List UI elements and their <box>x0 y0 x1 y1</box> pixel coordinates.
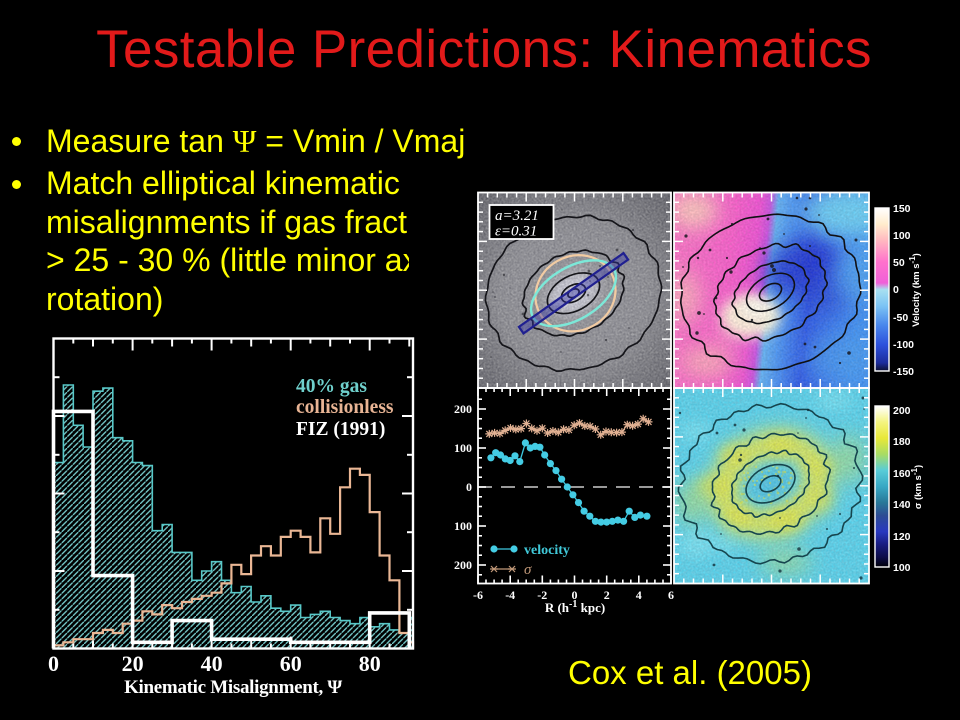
svg-text:0: 0 <box>893 284 899 296</box>
svg-text:150: 150 <box>893 203 911 215</box>
svg-text:ε=0.31: ε=0.31 <box>495 224 537 240</box>
svg-text:100: 100 <box>893 230 911 242</box>
svg-text:4: 4 <box>636 588 642 602</box>
svg-text:Kinematic Misalignment, Ψ: Kinematic Misalignment, Ψ <box>124 677 342 698</box>
svg-text:0: 0 <box>466 480 472 494</box>
svg-text:-2: -2 <box>537 588 547 602</box>
svg-text:200: 200 <box>454 558 472 572</box>
svg-text:100: 100 <box>454 519 472 533</box>
svg-text:6: 6 <box>668 588 674 602</box>
svg-text:0: 0 <box>572 588 578 602</box>
svg-text:60: 60 <box>280 651 302 676</box>
svg-text:140: 140 <box>893 499 911 511</box>
svg-text:2: 2 <box>604 588 610 602</box>
svg-text:σ: σ <box>524 562 532 578</box>
svg-text:200: 200 <box>454 402 472 416</box>
svg-text:20: 20 <box>122 651 144 676</box>
svg-text:200: 200 <box>893 405 911 417</box>
svg-text:-4: -4 <box>505 588 515 602</box>
svg-text:R (h-1 kpc): R (h-1 kpc) <box>545 599 605 616</box>
svg-text:0: 0 <box>48 651 59 676</box>
svg-text:σ (km s-1): σ (km s-1) <box>910 465 925 509</box>
svg-text:40: 40 <box>201 651 223 676</box>
svg-text:180: 180 <box>893 436 911 448</box>
svg-text:velocity: velocity <box>524 543 570 558</box>
svg-text:50: 50 <box>893 257 905 269</box>
svg-text:FIZ (1991): FIZ (1991) <box>296 419 385 440</box>
svg-text:a=3.21: a=3.21 <box>495 208 539 224</box>
svg-text:-150: -150 <box>893 366 914 378</box>
svg-text:-100: -100 <box>893 339 914 351</box>
svg-text:120: 120 <box>893 531 911 543</box>
svg-text:100: 100 <box>893 562 911 574</box>
svg-text:160: 160 <box>893 468 911 480</box>
svg-text:Velocity (km s-1): Velocity (km s-1) <box>908 253 923 327</box>
svg-text:80: 80 <box>359 651 381 676</box>
svg-text:collisionless: collisionless <box>296 397 394 418</box>
svg-text:-50: -50 <box>893 312 908 324</box>
svg-text:-6: -6 <box>473 588 483 602</box>
svg-text:100: 100 <box>454 441 472 455</box>
svg-text:40% gas: 40% gas <box>296 376 367 397</box>
